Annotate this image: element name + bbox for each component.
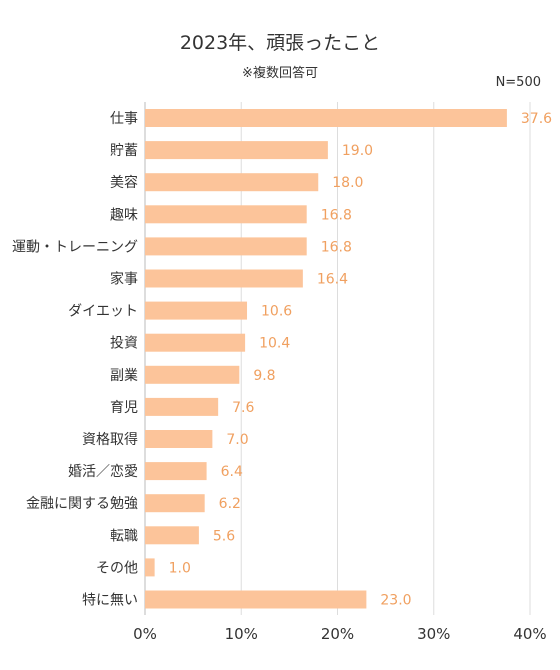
category-label: 婚活／恋愛 [68,463,138,480]
category-label: 特に無い [82,593,138,609]
category-label: 資格取得 [82,431,138,448]
x-tick-label: 10% [225,625,258,643]
value-label: 6.2 [219,496,241,512]
bar [145,269,303,288]
chart-subtitle: ※複数回答可 [242,65,318,81]
value-label: 1.0 [169,560,191,576]
value-label: 16.4 [317,272,348,288]
category-label: 育児 [110,400,138,416]
value-label: 10.4 [259,336,290,352]
bar [145,526,199,545]
value-label: 10.6 [261,304,292,320]
value-label: 7.0 [226,432,248,448]
category-label: 副業 [110,368,138,384]
category-label: 転職 [110,528,138,544]
bar [145,590,367,609]
category-label: 貯蓄 [110,143,138,159]
x-tick-label: 0% [133,625,157,643]
value-label: 5.6 [213,528,235,544]
category-label: 仕事 [110,111,138,127]
value-label: 16.8 [321,207,352,223]
value-label: 7.6 [232,400,254,416]
bar [145,141,328,160]
category-label: 家事 [110,271,138,288]
x-axis-ticks: 0% 10% 20% 30% 40% [133,625,547,643]
value-label: 6.4 [221,464,243,480]
value-label: 9.8 [253,368,275,384]
bar [145,365,240,384]
bar [145,301,248,320]
value-label: 16.8 [321,239,352,255]
bar [145,558,155,577]
bar [145,237,307,256]
bar [145,494,205,513]
category-label: 趣味 [110,207,138,223]
x-tick-label: 20% [321,625,354,643]
x-tick-label: 40% [513,625,546,643]
bar [145,333,246,352]
category-label: 美容 [110,174,138,191]
value-label: 37.6 [521,111,552,127]
bar [145,462,207,481]
value-label: 23.0 [380,593,411,609]
bar [145,430,213,448]
bar-layer [145,109,507,609]
label-layer: 仕事 37.6 貯蓄 19.0 美容 18.0 趣味 16.8 運動・トレーニング 16.8 家事 1… [12,111,552,609]
category-label: その他 [96,560,138,576]
bar [145,397,219,416]
category-label: 投資 [110,336,138,352]
bar [145,205,307,224]
category-label: 金融に関する勉強 [26,496,138,512]
sample-size-note: N=500 [496,75,541,90]
chart-title: 2023年、頑張ったこと [180,32,380,54]
value-label: 18.0 [332,175,363,191]
category-label: 運動・トレーニング [12,239,138,255]
x-tick-label: 30% [417,625,450,643]
bar [145,173,319,192]
category-label: ダイエット [68,304,138,320]
bar [145,109,507,127]
value-label: 19.0 [342,143,373,159]
